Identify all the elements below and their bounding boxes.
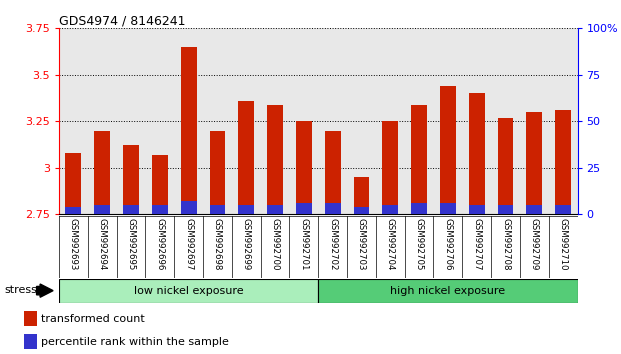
Bar: [209, 205, 225, 214]
Bar: [238, 101, 254, 214]
Text: GSM992694: GSM992694: [97, 218, 107, 270]
Text: GSM992702: GSM992702: [328, 218, 337, 270]
FancyArrow shape: [37, 284, 53, 297]
Text: GSM992708: GSM992708: [501, 218, 510, 270]
Text: low nickel exposure: low nickel exposure: [134, 286, 243, 296]
Bar: [152, 155, 168, 214]
Bar: [94, 205, 110, 214]
Bar: [555, 110, 571, 214]
Bar: [123, 205, 139, 214]
Bar: [181, 47, 197, 214]
Text: GSM992700: GSM992700: [271, 218, 279, 270]
Text: stress: stress: [5, 285, 38, 295]
Text: GSM992704: GSM992704: [386, 218, 395, 270]
Text: GDS4974 / 8146241: GDS4974 / 8146241: [59, 14, 186, 27]
Bar: [267, 104, 283, 214]
Text: GSM992706: GSM992706: [443, 218, 452, 270]
Bar: [325, 203, 340, 214]
Text: GSM992707: GSM992707: [472, 218, 481, 270]
Bar: [24, 311, 37, 326]
Bar: [267, 205, 283, 214]
Bar: [59, 279, 318, 303]
Bar: [296, 121, 312, 214]
Text: GSM992705: GSM992705: [415, 218, 424, 270]
Text: GSM992697: GSM992697: [184, 218, 193, 270]
Bar: [383, 121, 398, 214]
Bar: [469, 93, 484, 214]
Text: GSM992699: GSM992699: [242, 218, 251, 270]
Bar: [325, 131, 340, 214]
Bar: [353, 177, 369, 214]
Bar: [94, 131, 110, 214]
Bar: [65, 153, 81, 214]
Bar: [440, 203, 456, 214]
Bar: [497, 205, 514, 214]
Bar: [353, 207, 369, 214]
Text: percentile rank within the sample: percentile rank within the sample: [41, 337, 229, 347]
Text: GSM992701: GSM992701: [299, 218, 309, 270]
Bar: [555, 205, 571, 214]
Bar: [65, 207, 81, 214]
Text: GSM992698: GSM992698: [213, 218, 222, 270]
Bar: [440, 86, 456, 214]
Bar: [152, 205, 168, 214]
Bar: [238, 205, 254, 214]
Text: GSM992695: GSM992695: [127, 218, 135, 270]
Bar: [296, 203, 312, 214]
Bar: [24, 334, 37, 349]
Bar: [318, 279, 578, 303]
Bar: [469, 205, 484, 214]
Text: GSM992709: GSM992709: [530, 218, 539, 270]
Text: GSM992696: GSM992696: [155, 218, 165, 270]
Bar: [497, 118, 514, 214]
Text: GSM992693: GSM992693: [69, 218, 78, 270]
Bar: [209, 131, 225, 214]
Bar: [123, 145, 139, 214]
Bar: [527, 112, 542, 214]
Text: GSM992703: GSM992703: [357, 218, 366, 270]
Bar: [411, 203, 427, 214]
Bar: [411, 104, 427, 214]
Text: high nickel exposure: high nickel exposure: [391, 286, 505, 296]
Text: GSM992710: GSM992710: [559, 218, 568, 270]
Bar: [181, 201, 197, 214]
Bar: [527, 205, 542, 214]
Bar: [383, 205, 398, 214]
Text: transformed count: transformed count: [41, 314, 145, 324]
